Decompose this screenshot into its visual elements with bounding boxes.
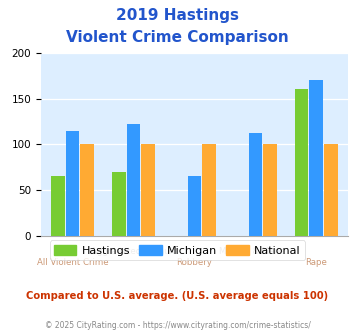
Text: Aggravated Assault: Aggravated Assault [91,247,176,255]
Bar [202,145,216,236]
Bar [66,131,79,236]
Bar [127,124,140,236]
Bar [324,145,338,236]
Text: Rape: Rape [305,258,327,267]
Bar [248,133,262,236]
Text: 2019 Hastings: 2019 Hastings [116,8,239,23]
Bar [112,172,126,236]
Text: All Violent Crime: All Violent Crime [37,258,108,267]
Text: Robbery: Robbery [176,258,212,267]
Legend: Hastings, Michigan, National: Hastings, Michigan, National [50,241,305,260]
Bar [51,177,65,236]
Bar [141,145,155,236]
Bar [80,145,94,236]
Text: Violent Crime Comparison: Violent Crime Comparison [66,30,289,45]
Bar [263,145,277,236]
Text: Murder & Mans...: Murder & Mans... [219,247,292,255]
Bar [310,80,323,236]
Bar [188,177,201,236]
Bar [295,89,308,236]
Text: © 2025 CityRating.com - https://www.cityrating.com/crime-statistics/: © 2025 CityRating.com - https://www.city… [45,321,310,330]
Text: Compared to U.S. average. (U.S. average equals 100): Compared to U.S. average. (U.S. average … [26,291,329,301]
